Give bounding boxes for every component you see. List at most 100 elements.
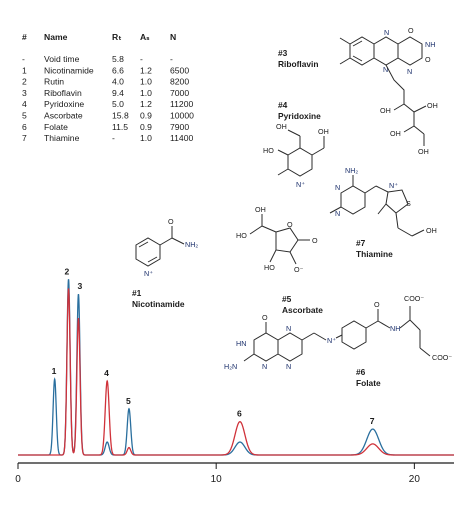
table-header-name: Name xyxy=(44,32,68,42)
atom-h2n: H₂N xyxy=(224,362,237,371)
peak-label-2: 2 xyxy=(65,266,70,276)
x-axis-ticks: 0 10 20 xyxy=(15,463,420,485)
atom-o: O xyxy=(262,313,268,322)
atom-oh: OH xyxy=(318,127,329,136)
atom-n-plus: N⁺ xyxy=(144,269,153,278)
riboflavin-structure: #3 Riboflavin N N O NH N O OH OH OH OH xyxy=(278,26,438,156)
table-cell: Void time xyxy=(44,54,80,64)
table-header-as: Aₛ xyxy=(140,32,150,42)
compound-name-folate: Folate xyxy=(356,378,381,388)
atom-nh2: NH₂ xyxy=(185,240,198,249)
peak-label-5: 5 xyxy=(126,396,131,406)
table-cell: 1.0 xyxy=(140,133,152,143)
atom-o: O xyxy=(374,300,380,309)
atom-n: N xyxy=(286,362,291,371)
atom-n: N xyxy=(407,67,412,76)
table-cell: 1 xyxy=(22,65,27,75)
atom-o-minus: O⁻ xyxy=(294,265,304,274)
atom-o: O xyxy=(312,236,318,245)
atom-n: N xyxy=(286,324,291,333)
table-cell: Ascorbate xyxy=(44,111,83,121)
table-cell: 7900 xyxy=(170,122,189,132)
table-cell: 11.5 xyxy=(112,122,128,132)
table-cell: Nicotinamide xyxy=(44,65,94,75)
atom-oh: OH xyxy=(426,226,437,235)
table-header-rt: Rₜ xyxy=(112,32,122,42)
compound-id-folate: #6 xyxy=(356,367,366,377)
peak-label-3: 3 xyxy=(77,281,82,291)
atom-n: N xyxy=(335,183,340,192)
atom-coo-minus: COO⁻ xyxy=(404,294,424,303)
table-header-n: N xyxy=(170,32,176,42)
table-cell: 15.8 xyxy=(112,111,129,121)
atom-n-plus: N⁺ xyxy=(389,181,398,190)
table-cell: 8200 xyxy=(170,77,189,87)
atom-oh: OH xyxy=(255,205,266,214)
ascorbate-structure: #5 Ascorbate HO OH O O HO O⁻ xyxy=(236,205,323,315)
atom-nh: NH xyxy=(390,324,400,333)
atom-o: O xyxy=(425,55,431,64)
atom-ho: HO xyxy=(264,263,275,272)
folate-structure: #6 Folate O HN H₂N N N N N⁺ O NH COO⁻ CO… xyxy=(224,294,452,388)
atom-oh: OH xyxy=(418,147,429,156)
atom-n: N xyxy=(262,362,267,371)
atom-hn: HN xyxy=(236,339,246,348)
table-cell: Folate xyxy=(44,122,68,132)
compound-id-riboflavin: #3 xyxy=(278,48,288,58)
table-cell: 5 xyxy=(22,111,27,121)
table-cell: 5.0 xyxy=(112,99,124,109)
table-cell: 6500 xyxy=(170,65,189,75)
compound-name-nicotinamide: Nicotinamide xyxy=(132,299,185,309)
table-cell: 1.2 xyxy=(140,65,152,75)
table-cell: Riboflavin xyxy=(44,88,82,98)
table-cell: 6 xyxy=(22,122,27,132)
atom-coo-minus: COO⁻ xyxy=(432,353,452,362)
table-cell: 5.8 xyxy=(112,54,124,64)
atom-n: N xyxy=(335,209,340,218)
compound-name-riboflavin: Riboflavin xyxy=(278,59,318,69)
atom-nh: NH xyxy=(425,40,435,49)
atom-n-plus: N⁺ xyxy=(296,180,305,189)
compound-id-pyridoxine: #4 xyxy=(278,100,288,110)
nicotinamide-structure: #1 Nicotinamide O NH₂ N⁺ xyxy=(132,217,198,309)
x-tick-label: 0 xyxy=(15,474,21,485)
table-cell: 9.4 xyxy=(112,88,124,98)
compound-id-thiamine: #7 xyxy=(356,238,366,248)
atom-n: N xyxy=(384,28,389,37)
table-cell: Rutin xyxy=(44,77,64,87)
table-cell: - xyxy=(112,133,115,143)
chromatogram-trace-red xyxy=(18,288,454,456)
atom-s: S xyxy=(406,199,411,208)
atom-ho: HO xyxy=(236,231,247,240)
table-cell: Pyridoxine xyxy=(44,99,84,109)
pyridoxine-structure: #4 Pyridoxine HO OH OH N⁺ xyxy=(263,100,329,189)
table-cell: - xyxy=(22,54,25,64)
table-cell: 7 xyxy=(22,133,27,143)
table-cell: - xyxy=(140,54,143,64)
compound-id-nicotinamide: #1 xyxy=(132,288,142,298)
thiamine-structure: #7 Thiamine NH₂ N N N⁺ S OH xyxy=(329,166,437,259)
table-cell: 0.9 xyxy=(140,122,152,132)
table-cell: 2 xyxy=(22,77,27,87)
table-cell: 0.9 xyxy=(140,111,152,121)
peak-label-6: 6 xyxy=(237,409,242,419)
atom-o: O xyxy=(408,26,414,35)
atom-o: O xyxy=(168,217,174,226)
table-cell: 10000 xyxy=(170,111,194,121)
peak-label-7: 7 xyxy=(370,416,375,426)
table-cell: 3 xyxy=(22,88,27,98)
atom-oh: OH xyxy=(380,106,391,115)
table-cell: 4 xyxy=(22,99,27,109)
table-cell: 1.0 xyxy=(140,77,152,87)
atom-ho: HO xyxy=(263,146,274,155)
table-cell: 11400 xyxy=(170,133,193,143)
table-cell: 1.2 xyxy=(140,99,152,109)
table-cell: 11200 xyxy=(170,99,193,109)
atom-oh: OH xyxy=(276,122,287,131)
table-cell: Thiamine xyxy=(44,133,80,143)
table-cell: 1.0 xyxy=(140,88,152,98)
